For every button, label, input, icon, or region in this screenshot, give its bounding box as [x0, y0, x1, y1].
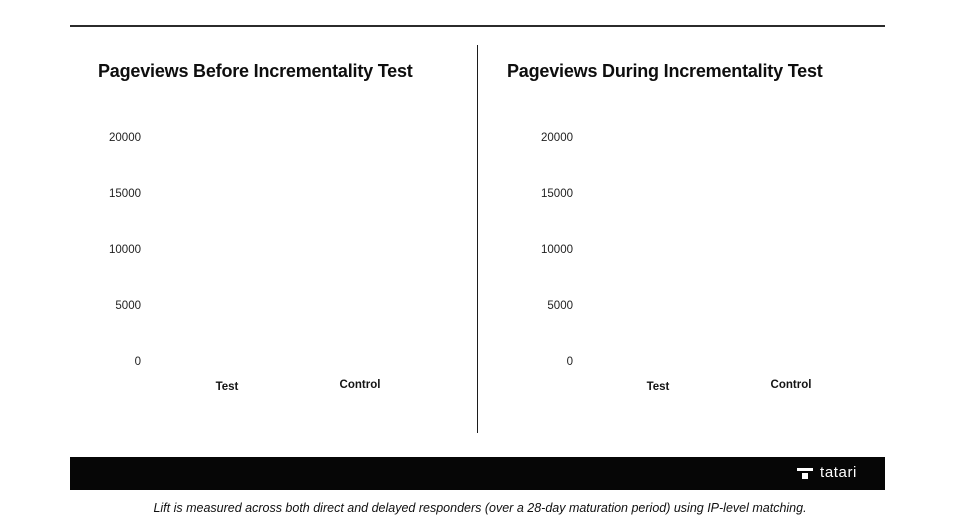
x-category-label-test: Test: [215, 381, 239, 393]
x-category-label-control: Control: [770, 379, 812, 391]
plot-area-during: [581, 131, 871, 362]
y-tick-label: 5000: [547, 300, 573, 312]
brand-logo: tatari: [797, 465, 857, 482]
chart-title-before: Pageviews Before Incrementality Test: [98, 61, 413, 81]
y-tick-label: 15000: [541, 188, 573, 200]
tatari-t-icon: [797, 467, 814, 480]
y-tick-label: 5000: [115, 300, 141, 312]
y-tick-label: 0: [566, 356, 573, 368]
x-category-label-test: Test: [646, 381, 670, 393]
footnote-caption: Lift is measured across both direct and …: [153, 501, 807, 515]
y-tick-label: 10000: [541, 244, 573, 256]
top-divider-rule: [70, 25, 885, 27]
footer-brand-bar: tatari: [70, 457, 885, 490]
y-tick-label: 15000: [109, 188, 141, 200]
plot-area-before: [150, 131, 440, 362]
y-tick-label: 10000: [109, 244, 141, 256]
vertical-panel-divider: [477, 45, 478, 433]
brand-name: tatari: [820, 464, 857, 481]
x-category-label-control: Control: [339, 379, 381, 391]
y-tick-label: 20000: [109, 132, 141, 144]
chart-title-during: Pageviews During Incrementality Test: [507, 61, 823, 81]
y-tick-label: 20000: [541, 132, 573, 144]
y-tick-label: 0: [134, 356, 141, 368]
